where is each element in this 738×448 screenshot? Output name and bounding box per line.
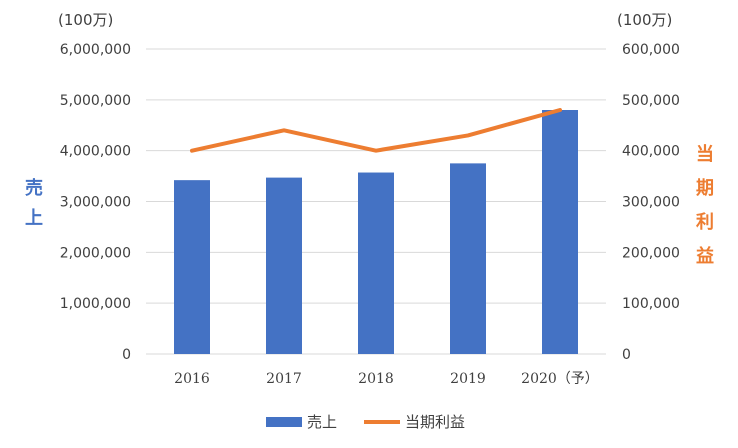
bar-series <box>174 110 578 354</box>
category-label: 2016 <box>174 371 210 387</box>
left-tick-label: 0 <box>122 347 131 363</box>
right-tick-label: 0 <box>622 347 631 363</box>
right-axis-label: 当期利益 <box>696 143 714 267</box>
left-tick-label: 5,000,000 <box>60 93 131 109</box>
bar-sales-2019 <box>450 163 486 354</box>
right-tick-label: 400,000 <box>622 144 680 160</box>
legend-label-profit: 当期利益 <box>405 413 465 431</box>
right-tick-label: 100,000 <box>622 296 680 312</box>
left-tick-label: 4,000,000 <box>60 144 131 160</box>
bar-sales-2016 <box>174 180 210 354</box>
left-axis-unit: (100万) <box>58 11 113 29</box>
category-label: 2018 <box>358 371 394 387</box>
left-tick-label: 1,000,000 <box>60 296 131 312</box>
bar-sales-2020（予） <box>542 110 578 354</box>
right-axis-unit: (100万) <box>617 11 672 29</box>
category-axis: 2016 2017 2018 2019 2020（予） <box>174 371 599 387</box>
right-tick-label: 200,000 <box>622 245 680 261</box>
line-profit <box>190 108 562 153</box>
left-tick-label: 6,000,000 <box>60 42 131 58</box>
left-axis-label: 売上 <box>25 177 43 229</box>
category-label: 2019 <box>450 371 486 387</box>
left-tick-label: 3,000,000 <box>60 195 131 211</box>
bar-sales-2018 <box>358 172 394 354</box>
line-series <box>190 108 562 153</box>
right-tick-label: 300,000 <box>622 195 680 211</box>
right-tick-label: 600,000 <box>622 42 680 58</box>
legend-label-sales: 売上 <box>307 413 337 431</box>
category-label: 2017 <box>266 371 302 387</box>
right-tick-label: 500,000 <box>622 93 680 109</box>
category-label: 2020（予） <box>521 371 599 387</box>
bar-sales-2017 <box>266 177 302 354</box>
legend-swatch-sales <box>266 417 302 427</box>
legend: 売上 当期利益 <box>266 413 465 431</box>
left-tick-label: 2,000,000 <box>60 245 131 261</box>
right-axis-ticks: 0 100,000 200,000 300,000 400,000 500,000 600,… <box>622 42 680 363</box>
left-axis-ticks: 0 1,000,000 2,000,000 3,000,000 4,000,000 5,0… <box>60 42 131 363</box>
